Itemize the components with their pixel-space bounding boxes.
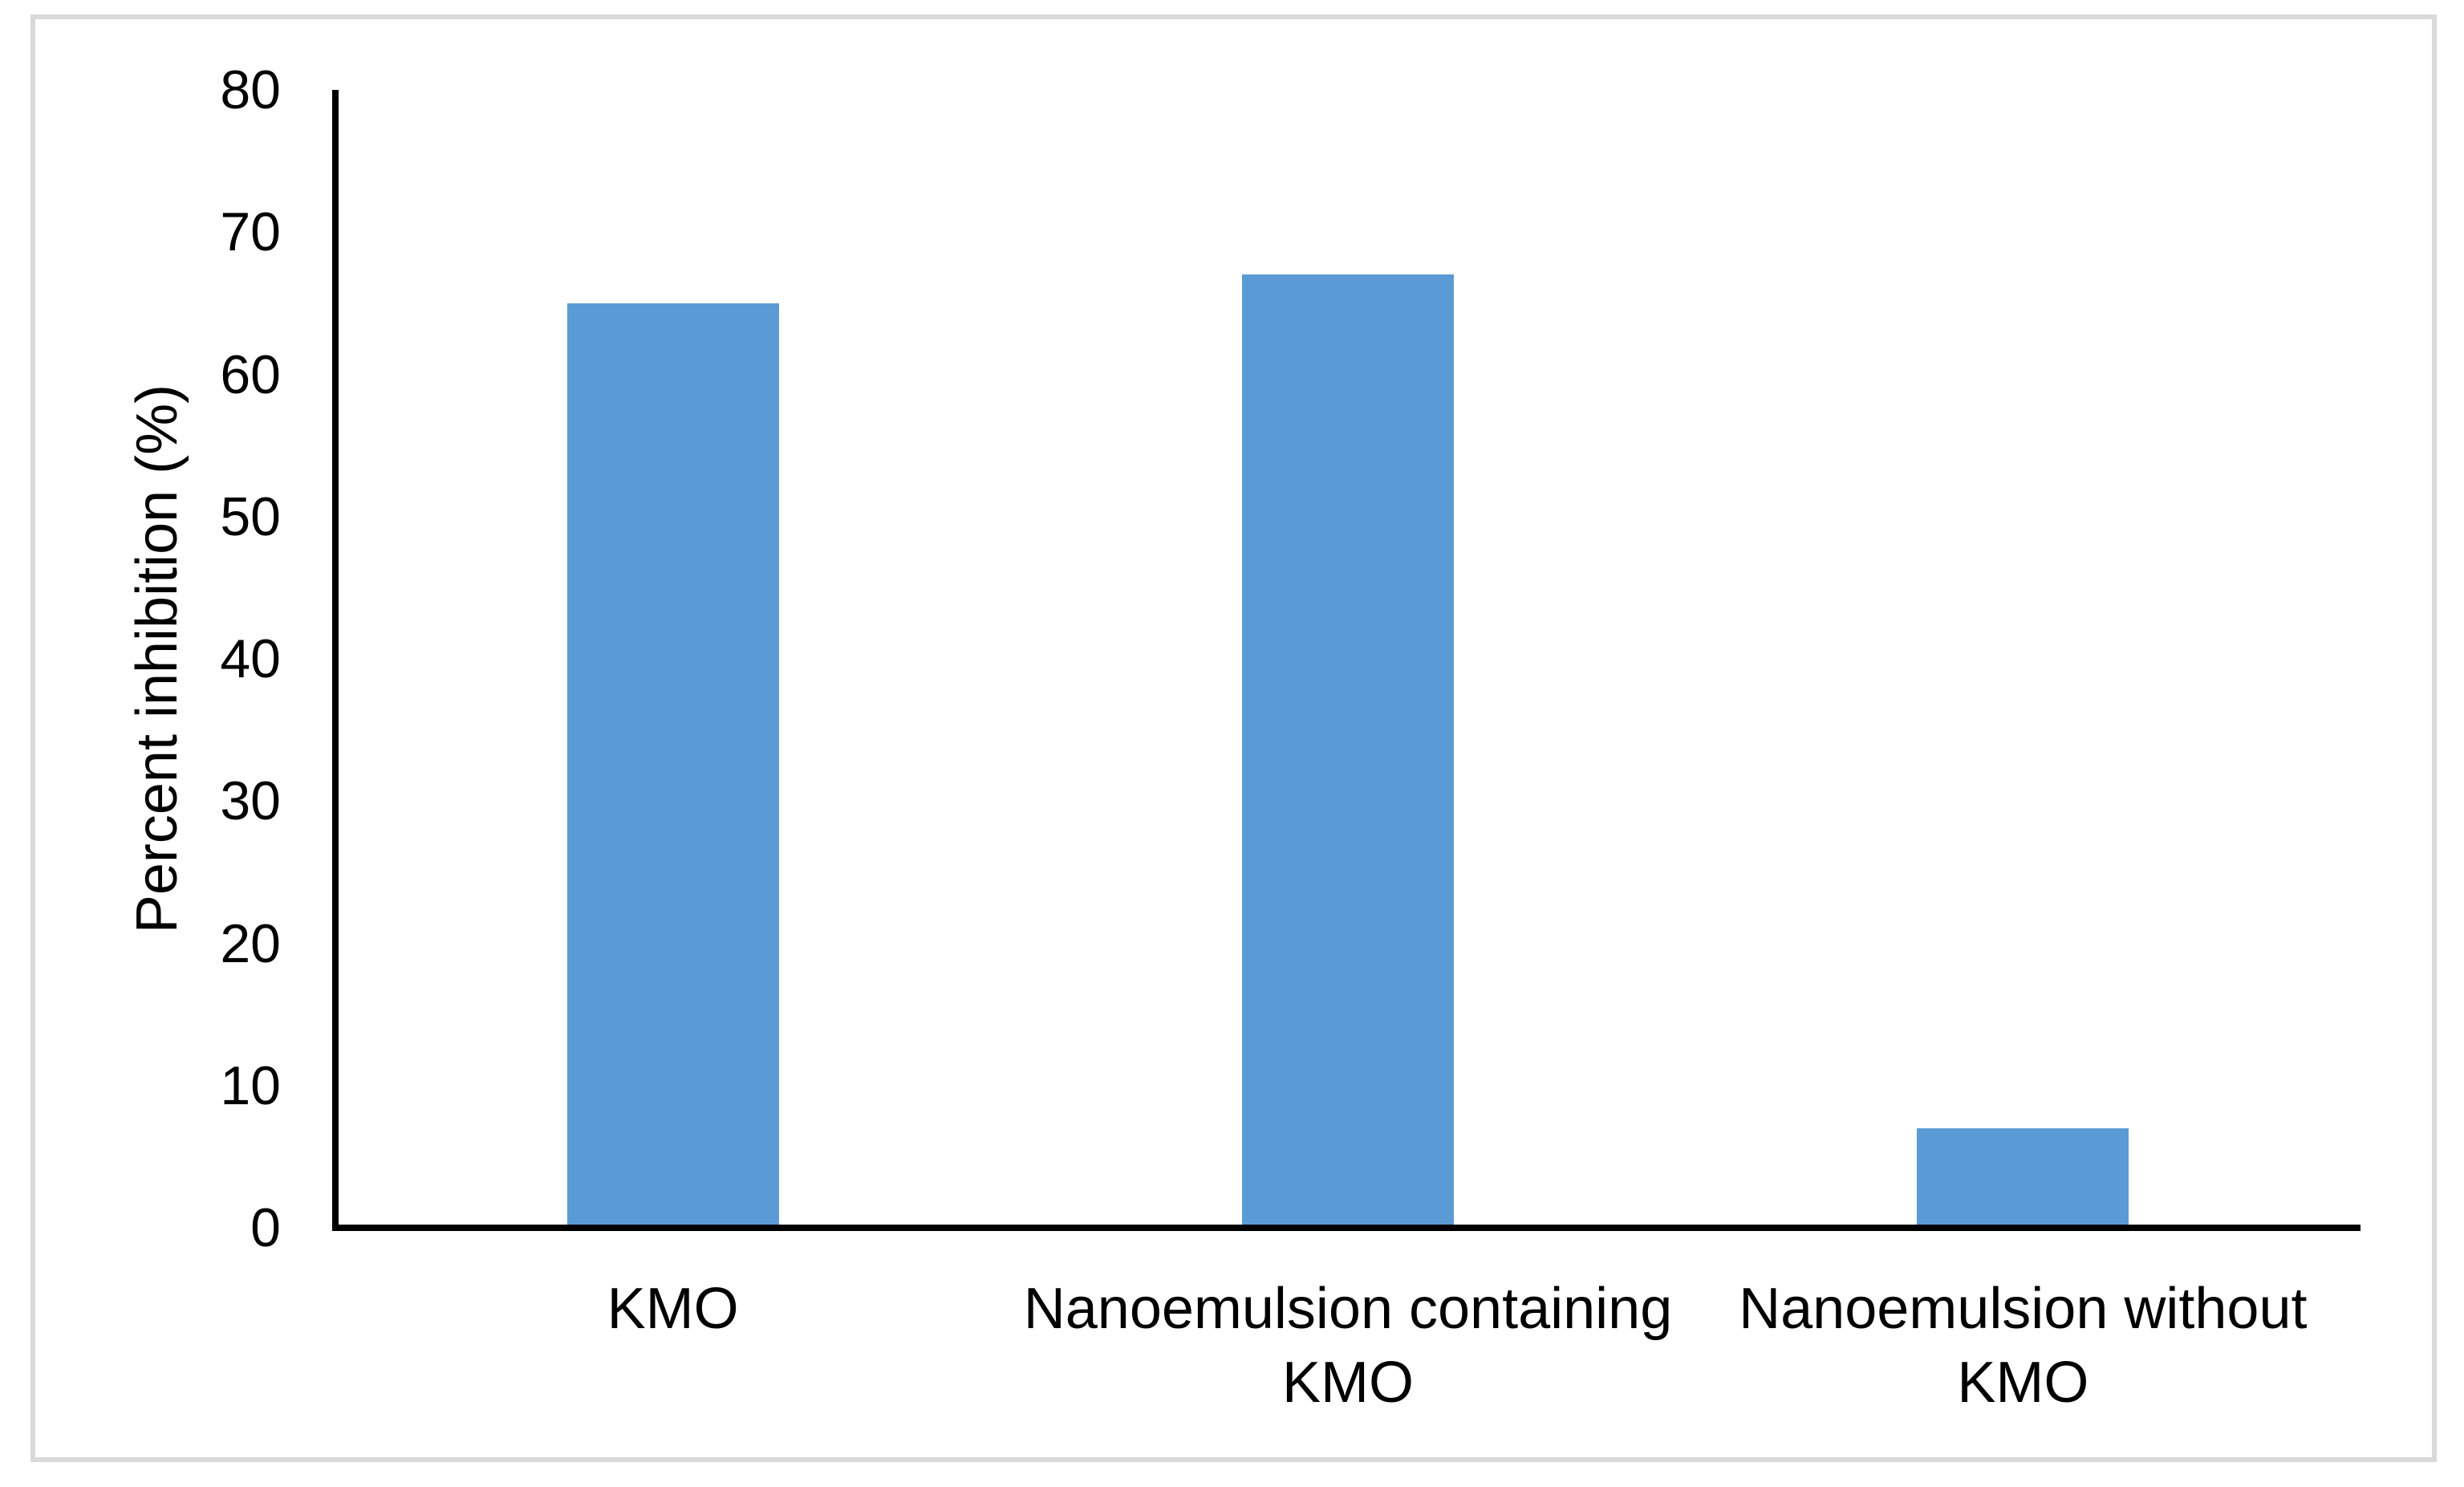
y-tick-label: 50 <box>220 486 281 547</box>
y-tick-label: 10 <box>220 1054 281 1116</box>
y-tick-label: 40 <box>220 628 281 689</box>
bar <box>1242 274 1454 1225</box>
bar <box>566 303 779 1225</box>
x-axis-line <box>332 1225 2360 1231</box>
x-category-label: Nanoemulsion without KMO <box>1739 1277 2308 1415</box>
y-tick-label: 20 <box>220 912 281 974</box>
x-category-label: KMO <box>607 1277 739 1341</box>
y-axis-tick-labels: 0 10 20 30 40 50 60 70 80 <box>48 0 281 1487</box>
y-tick-label: 0 <box>250 1197 281 1258</box>
bar <box>1917 1127 2129 1225</box>
y-tick-label: 70 <box>220 201 281 263</box>
y-tick-label: 60 <box>220 343 281 405</box>
y-axis-line <box>332 90 339 1231</box>
y-tick-label: 30 <box>220 770 281 832</box>
y-tick-label: 80 <box>220 59 281 120</box>
x-category-label: Nanoemulsion containing KMO <box>1023 1277 1673 1415</box>
